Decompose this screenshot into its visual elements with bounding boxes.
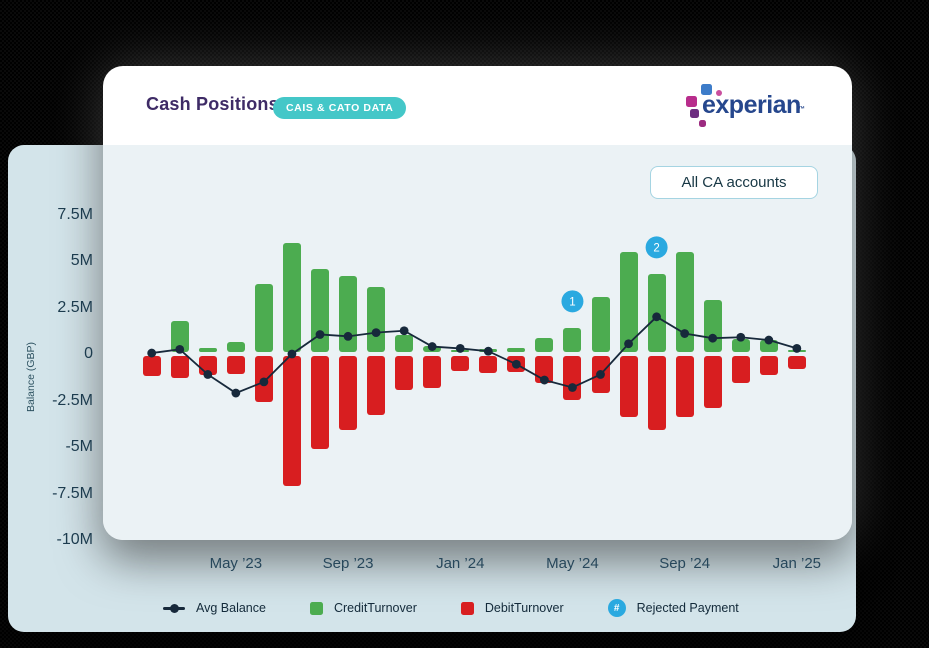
debit-turnover-bar[interactable] — [282, 355, 301, 486]
debit-turnover-bar[interactable] — [226, 355, 245, 375]
credit-turnover-bar[interactable] — [479, 348, 498, 353]
debit-turnover-bar[interactable] — [395, 355, 414, 390]
rejected-payment-hash-icon: # — [607, 599, 626, 617]
logo-block-icon — [699, 120, 706, 127]
chart-legend: Avg Balance CreditTurnover DebitTurnover # R… — [163, 597, 739, 619]
debit-turnover-bar[interactable] — [254, 355, 273, 402]
credit-turnover-bar[interactable] — [367, 287, 386, 353]
logo-wordmark: experian — [702, 91, 801, 119]
logo-block-icon — [701, 84, 712, 95]
legend-label: CreditTurnover — [333, 601, 417, 615]
debit-turnover-bar[interactable] — [339, 355, 358, 430]
credit-turnover-bar[interactable] — [339, 276, 358, 353]
credit-turnover-bar[interactable] — [282, 242, 301, 353]
credit-turnover-bar[interactable] — [759, 340, 778, 353]
y-tick-label: 0 — [84, 345, 93, 362]
y-tick-label: -7.5M — [52, 484, 93, 502]
credit-turnover-bar[interactable] — [311, 268, 329, 353]
experian-logo: experian ™ — [685, 84, 835, 132]
y-tick-label: 2.5M — [57, 298, 93, 316]
data-source-badge: CAIS & CATO DATA — [273, 97, 407, 119]
x-tick-label: Sep ’24 — [659, 555, 711, 572]
debit-turnover-bar[interactable] — [563, 355, 582, 401]
credit-turnover-bar[interactable] — [226, 342, 245, 353]
account-filter-button[interactable]: All CA accounts — [650, 166, 818, 199]
debit-turnover-bar[interactable] — [675, 355, 694, 417]
debit-turnover-bar[interactable] — [731, 355, 750, 384]
debit-turnover-bar[interactable] — [507, 355, 526, 373]
debit-turnover-bar[interactable] — [619, 355, 638, 417]
credit-turnover-bar[interactable] — [675, 252, 694, 353]
legend-item-creditturnover[interactable]: CreditTurnover — [309, 601, 417, 615]
page-title: Cash Positions — [146, 94, 279, 114]
legend-item-debitturnover[interactable]: DebitTurnover — [460, 601, 564, 615]
debitturnover-swatch-icon — [460, 601, 474, 615]
debit-turnover-bar[interactable] — [647, 355, 666, 430]
x-tick-label: Jan ’25 — [772, 555, 822, 572]
credit-turnover-bar[interactable] — [647, 274, 666, 353]
debit-turnover-bar[interactable] — [198, 355, 217, 376]
credit-turnover-bar[interactable] — [703, 300, 722, 353]
y-tick-label: -2.5M — [52, 391, 93, 409]
credit-turnover-bar[interactable] — [254, 283, 273, 353]
card-header: Cash Positions CAIS & CATO DATA experian… — [103, 66, 852, 145]
credit-turnover-bar[interactable] — [423, 345, 442, 353]
credit-turnover-bar[interactable] — [563, 328, 582, 353]
avg-balance-line-icon — [163, 603, 185, 613]
debit-turnover-bar[interactable] — [451, 355, 470, 372]
x-tick-label: May ’24 — [546, 555, 599, 572]
logo-block-icon — [690, 109, 699, 118]
legend-item-avg-balance[interactable]: Avg Balance — [163, 601, 266, 615]
debit-turnover-bar[interactable] — [703, 355, 722, 408]
debit-turnover-bar[interactable] — [787, 355, 806, 370]
credit-turnover-bar[interactable] — [535, 337, 554, 353]
logo-block-icon — [686, 96, 697, 107]
credit-turnover-bar[interactable] — [507, 347, 526, 353]
x-tick-label: Jan ’24 — [436, 555, 485, 572]
credit-turnover-bar[interactable] — [170, 320, 189, 353]
legend-label: Rejected Payment — [636, 601, 739, 615]
credit-turnover-bar[interactable] — [619, 252, 638, 353]
debit-turnover-bar[interactable] — [142, 355, 161, 376]
legend-item-rejected-payment[interactable]: # Rejected Payment — [607, 599, 739, 617]
logo-trademark: ™ — [798, 106, 805, 113]
legend-label: Avg Balance — [196, 601, 266, 615]
debit-turnover-bar[interactable] — [367, 355, 386, 416]
legend-label: DebitTurnover — [484, 601, 564, 615]
debit-turnover-bar[interactable] — [479, 355, 498, 374]
x-tick-label: May ’23 — [209, 555, 263, 572]
credit-turnover-bar[interactable] — [591, 296, 610, 353]
logo-block-icon — [716, 90, 722, 96]
creditturnover-swatch-icon — [309, 601, 323, 615]
debit-turnover-bar[interactable] — [423, 355, 442, 389]
y-axis-title: Balance (GBP) — [25, 341, 37, 413]
debit-turnover-bar[interactable] — [591, 355, 610, 393]
credit-turnover-bar[interactable] — [731, 339, 750, 353]
credit-turnover-bar[interactable] — [198, 347, 217, 353]
debit-turnover-bar[interactable] — [311, 355, 329, 449]
y-tick-label: -10M — [56, 531, 93, 548]
debit-turnover-bar[interactable] — [535, 355, 554, 384]
debit-turnover-bar[interactable] — [759, 355, 778, 376]
credit-turnover-bar[interactable] — [395, 334, 414, 353]
y-tick-label: 5M — [70, 252, 93, 269]
y-tick-label: 7.5M — [57, 205, 93, 223]
debit-turnover-bar[interactable] — [170, 355, 189, 378]
x-tick-label: Sep ’23 — [322, 555, 374, 572]
y-tick-label: -5M — [65, 438, 93, 455]
